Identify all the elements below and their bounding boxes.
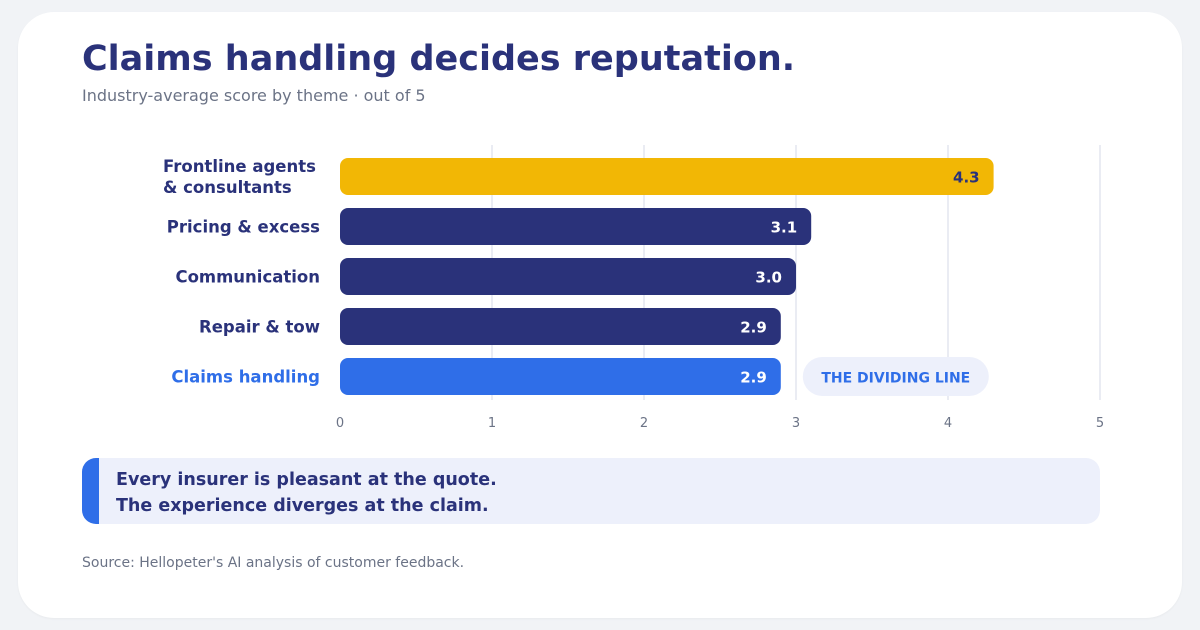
category-label: Claims handling: [171, 368, 320, 387]
x-tick-label: 4: [944, 416, 952, 431]
x-tick-label: 2: [640, 416, 648, 431]
annotation-label: THE DIVIDING LINE: [821, 371, 970, 387]
category-label: & consultants: [163, 178, 292, 197]
source-note: Source: Hellopeter's AI analysis of cust…: [82, 555, 465, 571]
bar: [340, 158, 994, 195]
bar: [340, 308, 781, 345]
x-tick-label: 5: [1096, 416, 1104, 431]
callout-line-2: The experience diverges at the claim.: [116, 496, 489, 516]
x-tick-label: 3: [792, 416, 800, 431]
category-label: Repair & tow: [199, 318, 320, 337]
bar-value-label: 4.3: [953, 169, 980, 187]
x-tick-label: 0: [336, 416, 344, 431]
bar-value-label: 3.1: [771, 219, 798, 237]
annotation-pill: [802, 357, 989, 396]
bar-value-label: 3.0: [755, 269, 782, 287]
bar: [340, 258, 796, 295]
category-label: Communication: [175, 268, 320, 287]
x-tick-label: 1: [488, 416, 496, 431]
bar-value-label: 2.9: [740, 319, 767, 337]
category-label: Frontline agents: [163, 157, 316, 176]
bar-value-label: 2.9: [740, 369, 767, 387]
bar: [340, 358, 781, 395]
chart-title: Claims handling decides reputation.: [82, 39, 796, 79]
category-label: Pricing & excess: [167, 218, 320, 237]
bar: [340, 208, 812, 245]
chart-subtitle: Industry-average score by theme · out of…: [82, 86, 426, 105]
callout-box: Every insurer is pleasant at the quote. …: [82, 458, 1100, 524]
callout-line-1: Every insurer is pleasant at the quote.: [116, 470, 497, 490]
callout-accent-bar: [82, 458, 99, 524]
